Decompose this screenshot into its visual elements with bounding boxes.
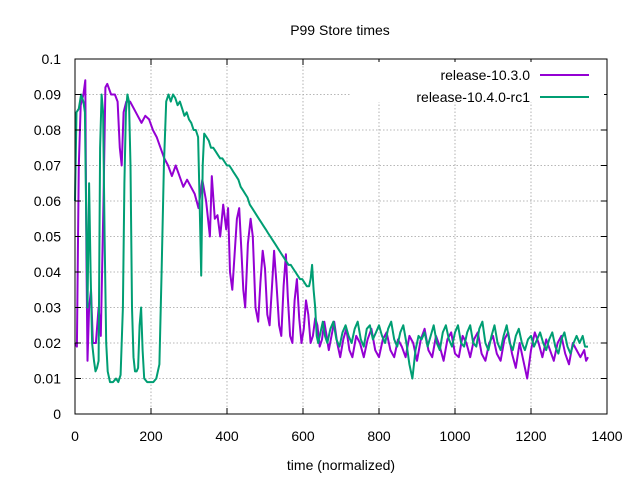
y-tick-label: 0.07 [34,158,61,174]
x-tick-label: 400 [215,428,239,444]
y-tick-label: 0.09 [34,87,61,103]
x-axis-label: time (normalized) [287,457,395,473]
y-tick-label: 0.1 [42,51,62,67]
x-tick-label: 1400 [591,428,622,444]
axis-ticks: 0 200 400 600 800 1000 1200 1400 0 0.01 0.02 0.03 0.… [34,51,623,444]
chart-title: P99 Store times [290,22,390,38]
y-tick-label: 0.01 [34,371,61,387]
x-tick-label: 1000 [439,428,470,444]
legend-label: release-10.3.0 [440,67,530,83]
series-line-release-10.4.0-rc1 [74,93,588,384]
y-tick-label: 0.03 [34,300,61,316]
y-tick-label: 0.06 [34,193,61,209]
x-tick-label: 0 [71,428,79,444]
series-line-release-10.3.0 [74,79,589,380]
x-tick-label: 600 [291,428,315,444]
x-tick-label: 800 [367,428,391,444]
y-tick-label: 0.02 [34,335,61,351]
legend-background [350,62,604,102]
y-tick-label: 0 [53,406,61,422]
x-tick-label: 1200 [515,428,546,444]
legend: release-10.3.0 release-10.4.0-rc1 [350,62,604,105]
series-lines [74,79,589,384]
legend-label: release-10.4.0-rc1 [416,89,530,105]
x-tick-label: 200 [139,428,163,444]
y-tick-label: 0.05 [34,229,61,245]
y-tick-label: 0.04 [34,264,61,280]
y-tick-label: 0.08 [34,122,61,138]
